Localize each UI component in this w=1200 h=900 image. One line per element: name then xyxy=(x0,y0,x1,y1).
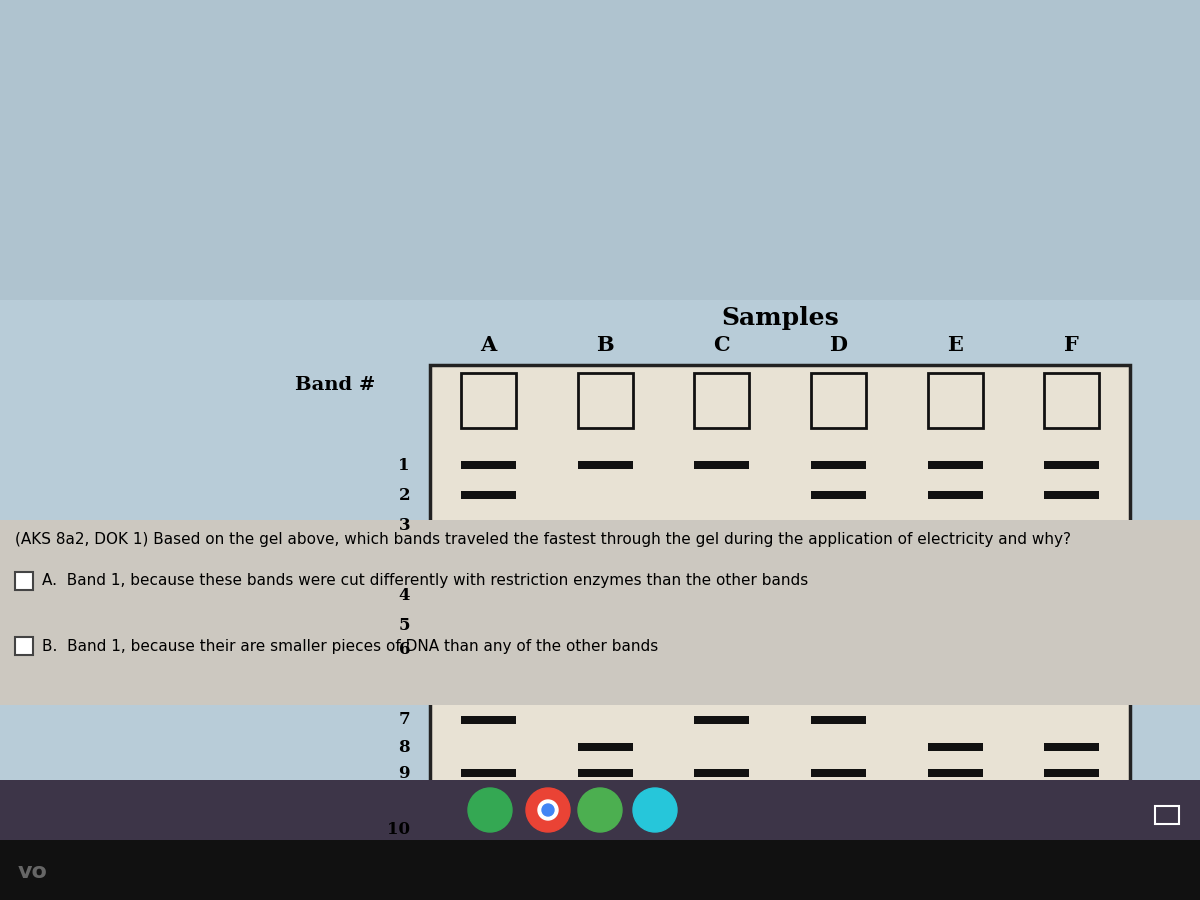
Bar xyxy=(1154,806,1178,824)
Bar xyxy=(928,621,983,629)
Text: 10: 10 xyxy=(386,822,410,839)
Text: 8: 8 xyxy=(398,739,410,755)
Bar xyxy=(461,591,516,599)
Bar xyxy=(1044,743,1099,751)
Circle shape xyxy=(468,788,512,832)
Bar xyxy=(928,591,983,599)
Bar xyxy=(811,716,866,724)
Bar xyxy=(461,716,516,724)
Bar xyxy=(928,491,983,499)
Bar xyxy=(577,521,632,529)
Bar xyxy=(430,365,1130,825)
Bar xyxy=(1044,373,1099,428)
Bar xyxy=(1044,491,1099,499)
Bar xyxy=(1044,521,1099,529)
Bar xyxy=(694,716,749,724)
Bar xyxy=(577,591,632,599)
Bar xyxy=(811,461,866,469)
Bar xyxy=(694,373,749,428)
Bar xyxy=(694,646,749,654)
Bar xyxy=(461,373,516,428)
Text: (AKS 8a2, DOK 1) Based on the gel above, which bands traveled the fastest throug: (AKS 8a2, DOK 1) Based on the gel above,… xyxy=(14,532,1072,547)
Circle shape xyxy=(578,788,622,832)
Text: 2: 2 xyxy=(398,487,410,503)
Text: 3: 3 xyxy=(398,517,410,534)
Bar xyxy=(461,491,516,499)
Bar xyxy=(928,373,983,428)
Bar xyxy=(928,461,983,469)
Bar xyxy=(1044,591,1099,599)
Text: A: A xyxy=(480,335,497,355)
Bar xyxy=(0,520,1200,705)
Bar xyxy=(811,491,866,499)
Bar xyxy=(577,621,632,629)
Text: Samples: Samples xyxy=(721,306,839,330)
Text: D: D xyxy=(829,335,847,355)
Text: 4: 4 xyxy=(398,587,410,604)
Text: vo: vo xyxy=(18,862,48,882)
Circle shape xyxy=(634,788,677,832)
Bar xyxy=(694,769,749,777)
Text: 5: 5 xyxy=(398,616,410,634)
Text: A.  Band 1, because these bands were cut differently with restriction enzymes th: A. Band 1, because these bands were cut … xyxy=(42,573,809,589)
Bar xyxy=(694,521,749,529)
Bar xyxy=(694,621,749,629)
Circle shape xyxy=(526,788,570,832)
Bar xyxy=(1044,461,1099,469)
Text: E: E xyxy=(947,335,962,355)
Bar xyxy=(694,591,749,599)
Text: 6: 6 xyxy=(398,642,410,659)
Bar xyxy=(461,769,516,777)
Bar xyxy=(14,572,34,590)
Bar xyxy=(14,637,34,655)
Text: F: F xyxy=(1064,335,1079,355)
Bar xyxy=(811,591,866,599)
Bar xyxy=(461,621,516,629)
Text: B: B xyxy=(596,335,614,355)
Text: Band #: Band # xyxy=(295,376,374,394)
Text: 1: 1 xyxy=(398,456,410,473)
Text: 9: 9 xyxy=(398,764,410,781)
Bar xyxy=(0,0,1200,300)
Bar xyxy=(694,461,749,469)
Bar xyxy=(577,461,632,469)
Bar xyxy=(577,769,632,777)
Bar xyxy=(928,769,983,777)
Bar xyxy=(577,743,632,751)
Bar xyxy=(461,826,516,834)
Bar xyxy=(0,840,1200,900)
Text: B.  Band 1, because their are smaller pieces of DNA than any of the other bands: B. Band 1, because their are smaller pie… xyxy=(42,638,659,653)
Bar xyxy=(811,769,866,777)
Bar xyxy=(461,461,516,469)
Bar xyxy=(811,373,866,428)
Text: 7: 7 xyxy=(398,712,410,728)
Bar xyxy=(577,373,632,428)
Bar xyxy=(0,780,1200,840)
Text: C: C xyxy=(713,335,730,355)
Circle shape xyxy=(538,800,558,820)
Bar xyxy=(928,743,983,751)
Bar xyxy=(1044,769,1099,777)
Circle shape xyxy=(542,804,554,816)
